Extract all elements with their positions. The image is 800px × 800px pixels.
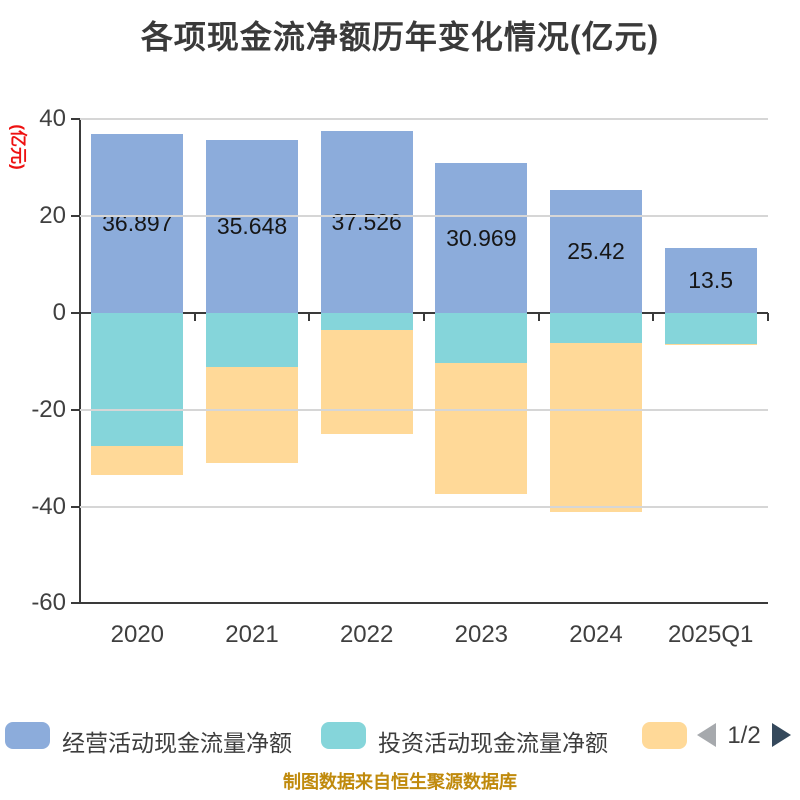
bar-investing	[664, 313, 757, 344]
y-axis-tick	[71, 505, 80, 508]
y-axis-tick	[71, 118, 80, 121]
legend-next-arrow-icon[interactable]	[772, 723, 791, 747]
bar-investing	[435, 313, 528, 363]
plot-bottom-border	[80, 602, 768, 605]
gridline	[80, 505, 768, 508]
y-axis-tick-label: -40	[31, 492, 66, 520]
bar-value-label: 37.526	[331, 208, 402, 235]
bar-value-label: 30.969	[446, 224, 517, 251]
x-axis-tick	[537, 313, 540, 321]
legend-page-indicator: 1/2	[727, 722, 761, 749]
gridline	[80, 408, 768, 411]
x-axis-tick	[308, 313, 311, 321]
y-axis-tick-label: 20	[39, 202, 66, 230]
x-axis-category-label: 2020	[110, 621, 165, 648]
bar-financing	[435, 362, 528, 494]
y-axis-tick-label: -20	[31, 395, 66, 423]
y-axis-tick-label: 40	[39, 105, 66, 133]
bar-investing	[206, 313, 298, 368]
y-axis-tick	[71, 408, 80, 411]
y-axis-tick-label: 0	[52, 299, 66, 326]
legend-swatch[interactable]	[642, 722, 687, 749]
y-axis-line	[79, 118, 81, 605]
y-axis-tick	[71, 602, 80, 605]
bar-financing	[206, 367, 298, 464]
data-source-caption: 制图数据来自恒生聚源数据库	[283, 772, 517, 792]
x-axis-category-label: 2024	[569, 621, 623, 648]
gridline	[80, 118, 768, 121]
bar-value-label: 13.5	[688, 266, 734, 293]
bar-investing	[320, 313, 413, 330]
bar-investing	[91, 313, 184, 446]
x-axis-category-label: 2022	[339, 621, 394, 648]
legend-label[interactable]: 经营活动现金流量净额	[62, 730, 292, 756]
x-axis-category-label: 2021	[225, 621, 279, 648]
bar-financing	[91, 445, 184, 475]
y-axis-tick-label: -60	[31, 589, 66, 617]
bar-financing	[664, 343, 757, 346]
x-axis-tick	[423, 313, 425, 321]
bar-value-label: 25.42	[567, 237, 625, 264]
bar-operating: 13.5	[664, 247, 757, 313]
bar-investing	[550, 313, 642, 343]
x-axis-tick	[193, 313, 196, 321]
gridline	[80, 215, 768, 218]
x-axis-category-label: 2025Q1	[667, 621, 754, 648]
legend-swatch[interactable]	[5, 722, 50, 749]
bar-operating: 37.526	[320, 131, 413, 313]
bar-operating: 35.648	[206, 140, 298, 313]
bar-financing	[550, 343, 642, 512]
bar-value-label: 35.648	[216, 213, 288, 240]
chart-title: 各项现金流净额历年变化情况(亿元)	[140, 19, 660, 55]
bar-operating: 30.969	[435, 163, 528, 313]
bar-financing	[320, 329, 413, 434]
bar-operating: 25.42	[550, 189, 642, 313]
x-axis-category-label: 2023	[454, 621, 509, 648]
y-axis-tick	[71, 215, 80, 218]
legend-label[interactable]: 投资活动现金流量净额	[378, 730, 608, 756]
x-axis-tick	[767, 313, 769, 321]
y-axis-tick	[71, 312, 80, 314]
legend-prev-arrow-icon[interactable]	[697, 723, 716, 747]
legend-swatch[interactable]	[321, 722, 366, 749]
bar-value-label: 36.897	[102, 210, 173, 237]
bar-operating: 36.897	[91, 134, 184, 313]
x-axis-tick	[652, 313, 655, 321]
